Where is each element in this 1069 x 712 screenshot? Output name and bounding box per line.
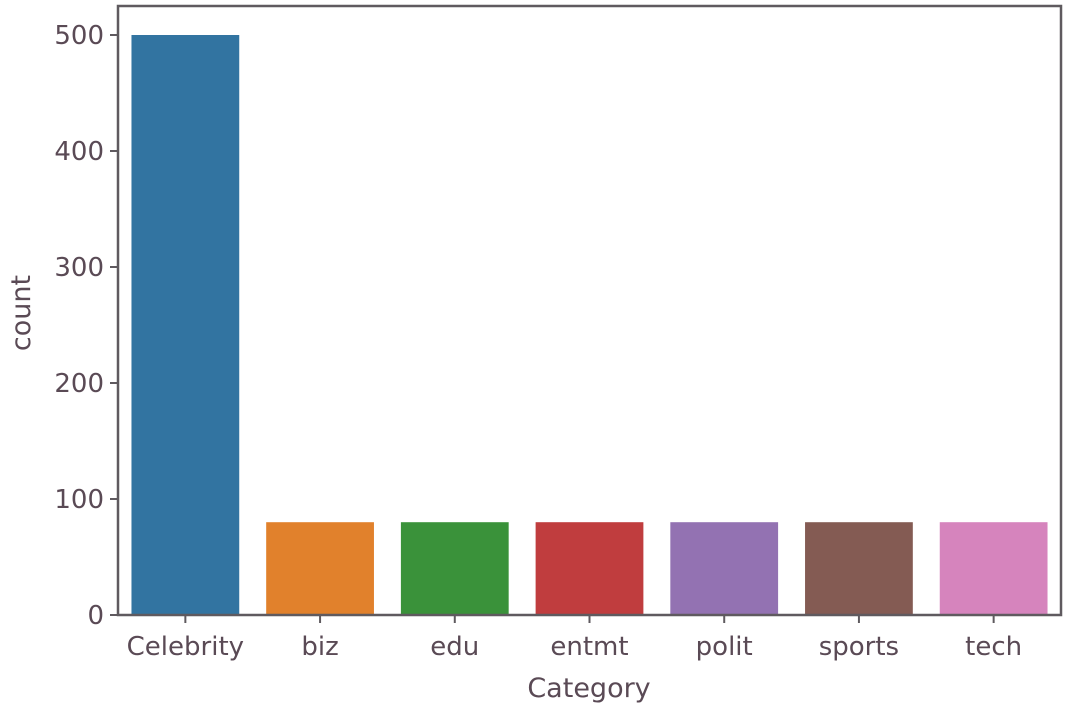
y-tick-label: 100 [54, 485, 104, 515]
x-tick-label: entmt [550, 632, 628, 662]
y-axis-ticks: 0 100 200 300 400 500 [54, 21, 118, 631]
y-tick-label: 200 [54, 369, 104, 399]
y-tick-label: 300 [54, 253, 104, 283]
bar-entmt [535, 522, 644, 615]
y-tick-label: 400 [54, 137, 104, 167]
x-tick-label: Celebrity [127, 632, 244, 662]
x-axis-label: Category [527, 673, 650, 704]
x-tick-label: polit [696, 632, 753, 662]
x-tick-label: tech [965, 632, 1022, 662]
y-axis-label: count [6, 275, 37, 351]
bar-sports [805, 522, 913, 615]
bar-tech [939, 522, 1048, 615]
x-tick-label: edu [430, 632, 479, 662]
bar-polit [670, 522, 779, 615]
x-tick-label: biz [301, 632, 338, 662]
bar-edu [400, 522, 509, 615]
y-tick-label: 500 [54, 21, 104, 51]
bars-group [131, 35, 1048, 615]
bar-biz [266, 522, 374, 615]
x-axis-ticks: Celebrity biz edu entmt polit sports tech [127, 615, 1022, 662]
bar-celebrity [131, 35, 240, 615]
x-tick-label: sports [819, 632, 899, 662]
axes-frame [116, 4, 1063, 617]
y-tick-label: 0 [87, 601, 104, 631]
